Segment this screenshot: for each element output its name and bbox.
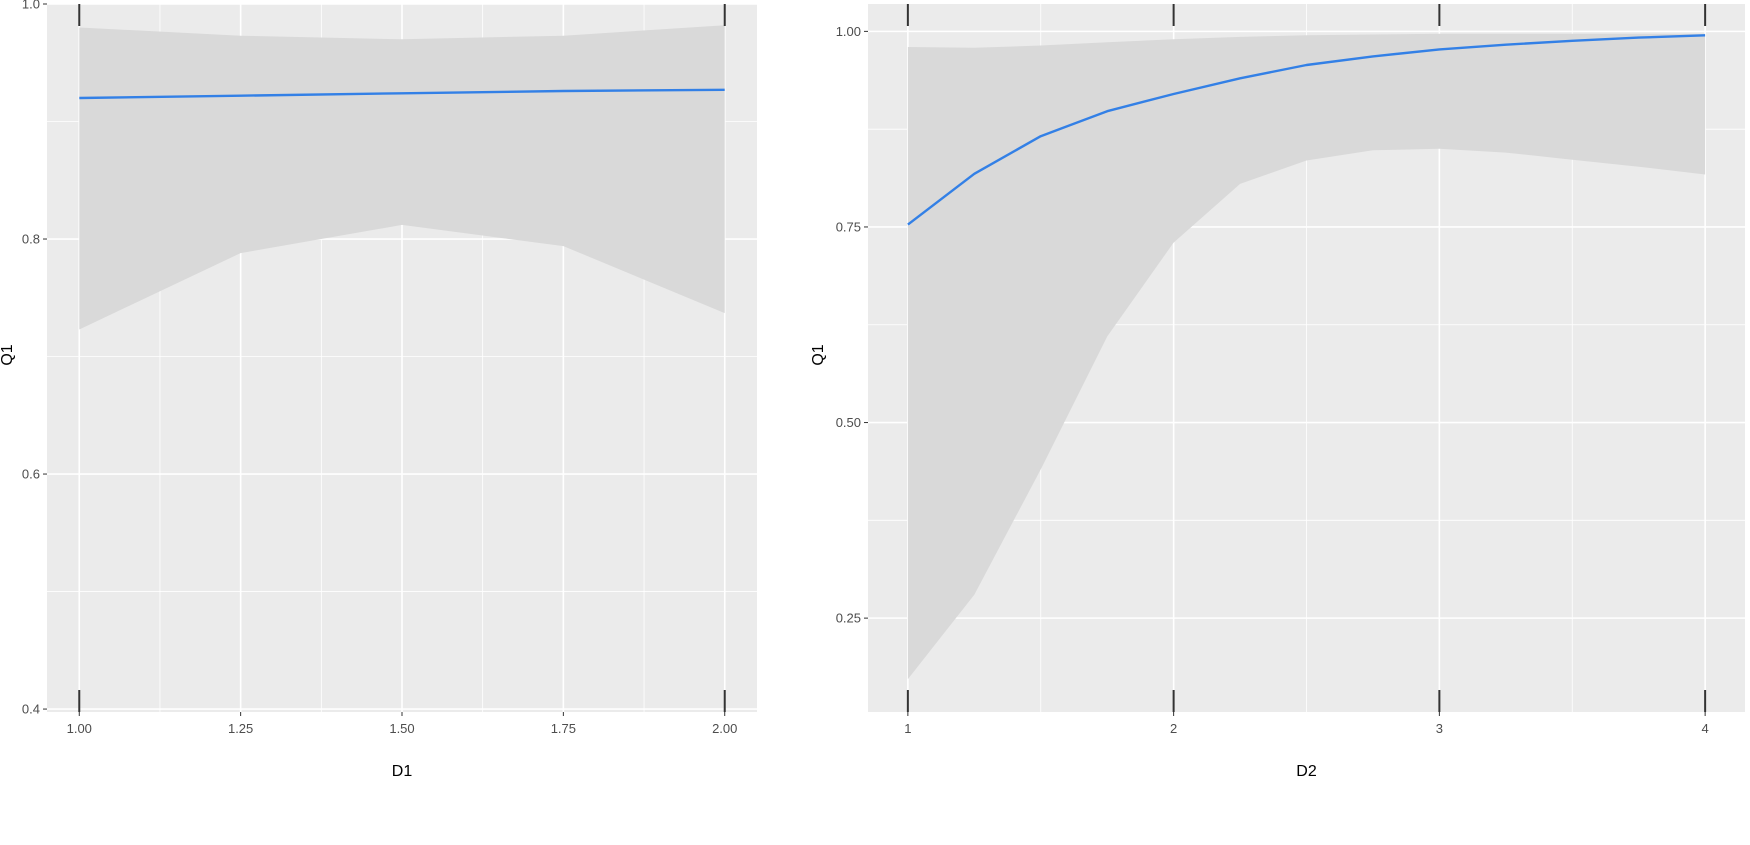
x-tick-label: 1.25 — [228, 721, 253, 736]
fitted-line — [907, 34, 1706, 226]
y-tick-label: 0.50 — [836, 415, 861, 430]
x-tick-label: 2.00 — [712, 721, 737, 736]
y-tick-label: 0.6 — [22, 467, 40, 482]
x-axis-title: D2 — [1296, 763, 1317, 780]
y-tick-label: 1.00 — [836, 24, 861, 39]
confidence-band — [79, 25, 725, 330]
y-tick-label: 1.0 — [22, 0, 40, 12]
y-axis-title: Q1 — [0, 344, 16, 365]
x-tick-label: 1.00 — [67, 721, 92, 736]
x-tick-label: 1.75 — [551, 721, 576, 736]
y-tick-label: 0.4 — [22, 702, 40, 717]
fitted-line — [79, 88, 725, 100]
chart-panel-2: 1 2 3 4 0.25 0.50 0.75 1.00 D2 Q1 — [810, 4, 1745, 780]
confidence-band — [907, 33, 1706, 680]
x-tick-label: 1.50 — [389, 721, 414, 736]
x-axis-title: D1 — [392, 763, 413, 780]
x-tick-label: 1 — [904, 721, 911, 736]
y-tick-label: 0.8 — [22, 232, 40, 247]
chart-panel-1: 1.00 1.25 1.50 1.75 2.00 0.4 0.6 0.8 1.0 D1 Q1 — [0, 0, 757, 780]
y-tick-label: 0.75 — [836, 219, 861, 234]
y-axis-title: Q1 — [810, 344, 827, 365]
y-tick-label: 0.25 — [836, 611, 861, 626]
x-tick-label: 4 — [1702, 721, 1709, 736]
x-tick-label: 2 — [1170, 721, 1177, 736]
x-tick-label: 3 — [1436, 721, 1443, 736]
